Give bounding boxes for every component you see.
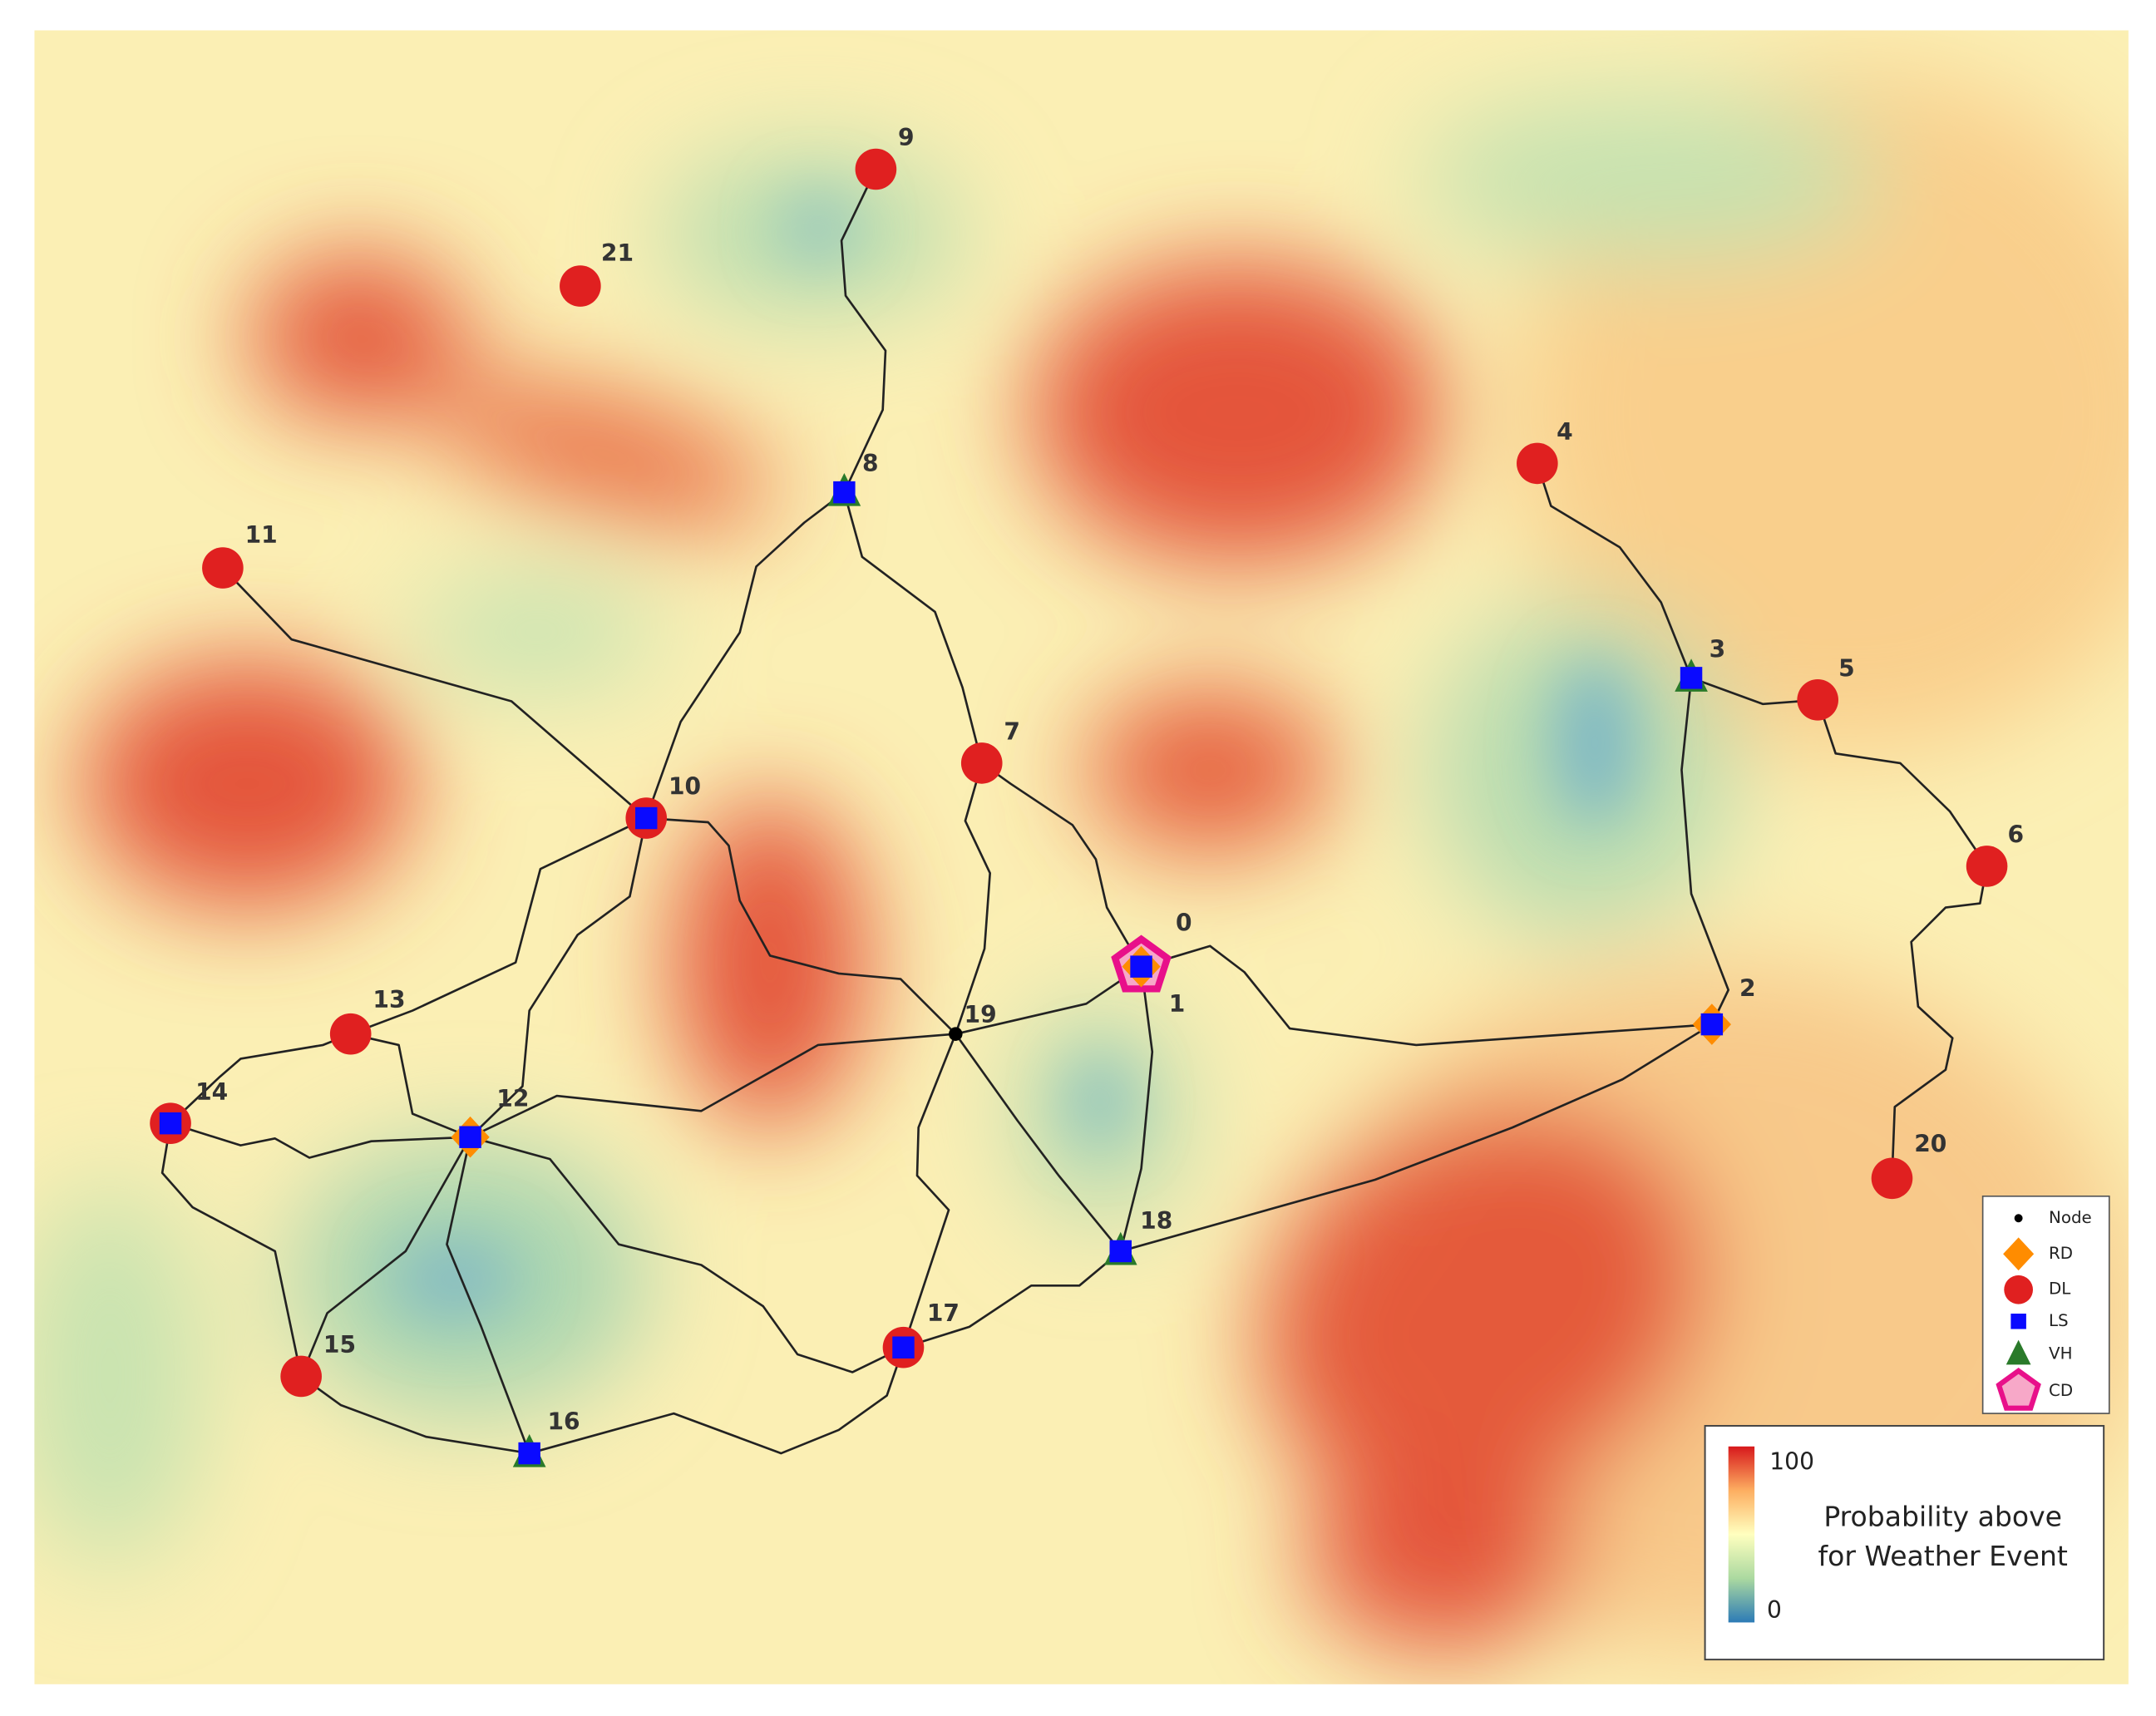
dl-marker	[560, 265, 601, 307]
colorbar-title: Probability above	[1823, 1500, 2062, 1532]
dl-marker	[202, 547, 244, 589]
node-label: 2	[1739, 975, 1756, 1003]
node-label: 12	[496, 1085, 529, 1112]
edge	[470, 1136, 905, 1373]
node-label: 9	[898, 124, 915, 151]
edge	[1816, 699, 1988, 867]
node-label: 5	[1838, 654, 1855, 682]
ls-marker	[159, 1112, 182, 1135]
node-label: 20	[1914, 1131, 1946, 1158]
edge	[1536, 462, 1693, 678]
ls-marker	[1700, 1013, 1724, 1036]
edge	[903, 1250, 1122, 1349]
edge	[170, 1122, 471, 1159]
node-label: 16	[547, 1408, 580, 1436]
dl-marker	[1966, 846, 2008, 887]
edge	[469, 817, 648, 1138]
edge	[843, 491, 984, 764]
ls-marker	[1130, 955, 1152, 978]
colorbar-title: for Weather Event	[1818, 1540, 2067, 1572]
colorbar-max: 100	[1769, 1448, 1814, 1476]
node-label: 10	[669, 773, 701, 801]
vh-marker	[2006, 1339, 2031, 1365]
node-label: 0	[1176, 909, 1192, 936]
node-label: 14	[195, 1078, 228, 1106]
dl-marker	[2004, 1275, 2033, 1304]
colorbar-gradient	[1728, 1446, 1755, 1623]
edge	[350, 816, 647, 1035]
edge	[1119, 966, 1154, 1252]
ls-marker	[635, 806, 658, 830]
colorbar-box	[1704, 1424, 2105, 1661]
dl-marker	[960, 742, 1003, 784]
node-label: 19	[965, 1001, 997, 1028]
edge	[1680, 678, 1730, 1025]
dl-marker	[1517, 442, 1558, 485]
rd-marker	[2003, 1237, 2035, 1271]
heatmap	[34, 30, 2129, 1684]
edge	[446, 1137, 530, 1454]
legend-label: VH	[2049, 1344, 2072, 1363]
node-dot	[2014, 1214, 2023, 1223]
edge	[840, 168, 887, 493]
edge	[1141, 944, 1712, 1047]
edge	[955, 1033, 1122, 1252]
node-label: 17	[927, 1299, 960, 1327]
dl-marker	[280, 1355, 322, 1398]
ls-marker	[518, 1442, 540, 1465]
dl-marker	[855, 148, 897, 190]
legend-label: Node	[2049, 1208, 2092, 1227]
ls-marker	[892, 1336, 915, 1358]
cd-marker	[1996, 1367, 2041, 1411]
edge	[646, 816, 957, 1035]
edge	[980, 762, 1142, 968]
legend-label: LS	[2049, 1311, 2069, 1330]
node-label: 18	[1140, 1207, 1172, 1235]
edge	[221, 567, 648, 820]
node-label: 8	[862, 450, 879, 477]
node-label: 11	[245, 521, 278, 549]
edge	[902, 1033, 957, 1349]
edge	[300, 1375, 530, 1455]
edge	[350, 1033, 471, 1138]
ls-marker	[1109, 1240, 1132, 1263]
ls-marker	[2010, 1314, 2026, 1329]
edge	[644, 491, 846, 819]
edge	[1120, 1023, 1713, 1253]
node-label: 6	[2008, 821, 2025, 849]
node-label: 15	[323, 1331, 356, 1358]
edge	[1891, 865, 1988, 1179]
ls-marker	[833, 481, 856, 504]
colorbar: 100 0 Probability above for Weather Even…	[1704, 1424, 2105, 1661]
dl-marker	[1871, 1157, 1913, 1200]
node-label: 1	[1169, 990, 1186, 1018]
legend-label: RD	[2049, 1244, 2073, 1263]
node-dot	[949, 1027, 963, 1041]
edge	[955, 762, 991, 1035]
dl-marker	[1797, 679, 1838, 721]
legend: Node RD DL LS VH CD	[1981, 1195, 2110, 1414]
node-label: 3	[1710, 635, 1726, 663]
node-label: 21	[601, 239, 634, 267]
legend-label: CD	[2049, 1381, 2073, 1400]
edge	[299, 1137, 471, 1377]
ls-marker	[1680, 667, 1703, 689]
edge	[160, 1122, 303, 1377]
legend-label: DL	[2049, 1280, 2070, 1299]
edge	[469, 1033, 956, 1138]
node-label: 4	[1557, 418, 1573, 446]
dl-marker	[329, 1013, 372, 1055]
node-label: 7	[1004, 718, 1020, 746]
colorbar-min: 0	[1767, 1596, 1782, 1624]
edge	[529, 1347, 905, 1455]
ls-marker	[459, 1126, 481, 1148]
node-label: 13	[372, 986, 405, 1013]
legend-box	[1981, 1195, 2110, 1414]
